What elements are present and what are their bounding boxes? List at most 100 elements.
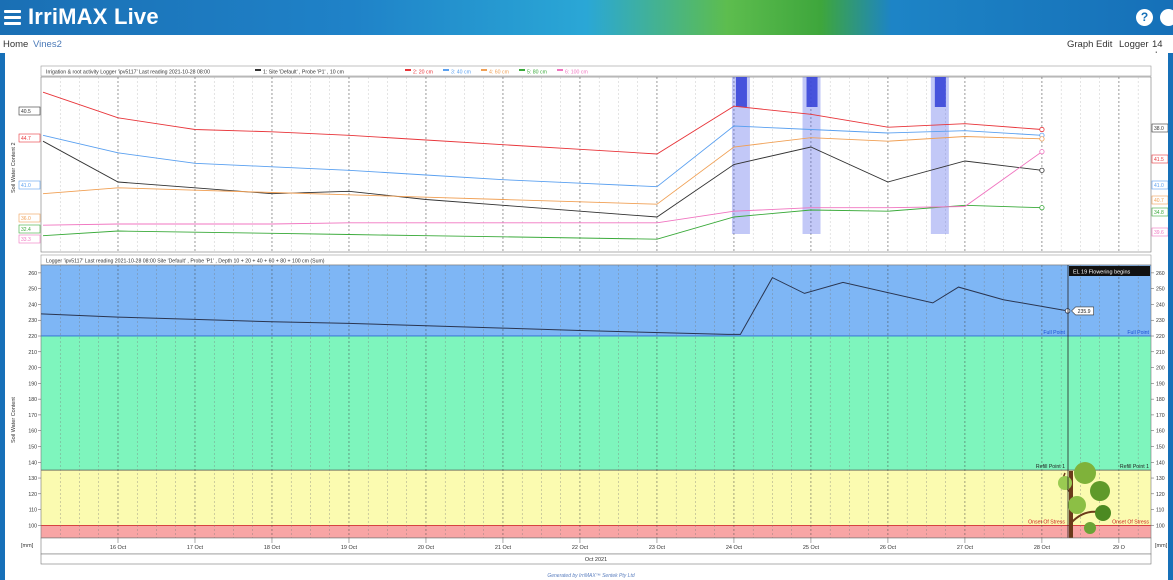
ytick-left-250: 250	[28, 287, 37, 293]
band-1	[41, 265, 1151, 337]
ytick-right-140: 140	[1156, 460, 1165, 466]
top-chart-legend: 1: Site 'Default' , Probe 'P1' , 10 cm 2:…	[255, 69, 588, 76]
xtick-3: 18 Oct	[264, 545, 281, 551]
series-line-1	[42, 140, 1042, 218]
legend-label-5: 5: 80 cm	[527, 70, 547, 76]
ytick-right-180: 180	[1156, 397, 1165, 403]
right-value-tag-2	[1151, 154, 1168, 164]
right-value-tag-text-5: 34.8	[1154, 210, 1164, 216]
legend-label-2: 2: 20 cm	[413, 70, 433, 76]
ytick-left-160: 160	[28, 429, 37, 435]
ytick-left-200: 200	[28, 366, 37, 372]
help-icon[interactable]: ?	[1136, 9, 1153, 26]
series-line-6	[42, 151, 1043, 226]
breadcrumb-home[interactable]: Home	[3, 39, 29, 50]
unit-left: [mm]	[21, 543, 34, 549]
ytick-left-130: 130	[28, 476, 37, 482]
ytick-right-150: 150	[1156, 444, 1165, 450]
sum-series-end-marker	[1064, 308, 1071, 314]
right-value-tag-text-6: 39.6	[1154, 230, 1164, 236]
ytick-left-240: 240	[28, 302, 37, 308]
series-line-5	[42, 204, 1042, 240]
xtick-4: 19 Oct	[341, 545, 358, 551]
legend-swatch-3	[443, 69, 449, 71]
ytick-right-260: 260	[1156, 271, 1165, 277]
xtick-12: 27 Oct	[957, 545, 974, 551]
ytick-right-130: 130	[1156, 476, 1165, 482]
ytick-right-160: 160	[1156, 429, 1165, 435]
right-value-tag-1	[1151, 123, 1168, 133]
legend-label-1: 1: Site 'Default' , Probe 'P1' , 10 cm	[263, 70, 344, 76]
ytick-right-220: 220	[1156, 334, 1165, 340]
left-value-tag-2	[18, 133, 41, 143]
xtick-8: 23 Oct	[649, 545, 666, 551]
right-value-tag-text-2: 41.5	[1154, 157, 1164, 163]
ytick-left-140: 140	[28, 460, 37, 466]
ytick-right-200: 200	[1156, 366, 1165, 372]
app-header: IrriMAX Live ?	[0, 0, 1173, 35]
band-2	[41, 336, 1151, 471]
menu-logger[interactable]: Logger	[1119, 39, 1149, 50]
xtick-14: 29 O	[1113, 545, 1126, 551]
ytick-left-180: 180	[28, 397, 37, 403]
ytick-left-120: 120	[28, 492, 37, 498]
legend-swatch-4	[481, 69, 487, 71]
ytick-right-240: 240	[1156, 302, 1165, 308]
current-value-text: 235.9	[1078, 309, 1091, 315]
right-value-tag-text-4: 40.7	[1154, 198, 1164, 204]
band-4	[41, 525, 1151, 538]
series-line-3	[42, 125, 1042, 188]
xtick-9: 24 Oct	[726, 545, 743, 551]
left-value-tag-text-4: 36.0	[21, 216, 31, 222]
menu-edit[interactable]: Edit	[1096, 39, 1113, 50]
right-value-tag-6	[1151, 227, 1168, 237]
refill-point-label-right: Refill Point 1	[1120, 464, 1149, 470]
left-frame	[0, 53, 5, 580]
legend-label-6: 6: 100 cm	[565, 70, 588, 76]
ytick-right-210: 210	[1156, 350, 1165, 356]
left-value-tag-text-5: 32.4	[21, 227, 31, 233]
refill-point-label-left: Refill Point 1	[1036, 464, 1065, 470]
ytick-right-230: 230	[1156, 318, 1165, 324]
xtick-7: 22 Oct	[572, 545, 589, 551]
top-chart-header: Irrigation & root activity Logger 'ipv51…	[46, 70, 210, 76]
ytick-right-100: 100	[1156, 523, 1165, 529]
x-axis-month: Oct 2021	[585, 557, 607, 563]
menu-icon[interactable]	[4, 7, 21, 27]
current-value-tag	[1071, 306, 1094, 316]
top-chart-yaxis-label: Soil Water Content 2	[11, 142, 17, 193]
xtick-11: 26 Oct	[880, 545, 897, 551]
chart-area: Irrigation & root activity Logger 'ipv51…	[5, 53, 1168, 580]
ytick-left-100: 100	[28, 523, 37, 529]
ytick-right-250: 250	[1156, 287, 1165, 293]
series-end-marker-6	[1039, 149, 1045, 155]
left-value-tag-3	[18, 180, 41, 190]
left-value-tag-text-3: 41.0	[21, 183, 31, 189]
xtick-6: 21 Oct	[495, 545, 512, 551]
full-point-label-left: Full Point	[1043, 330, 1065, 336]
full-point-label-right: Full Point	[1127, 330, 1149, 336]
right-frame	[1168, 53, 1173, 580]
unit-right: [mm]	[1155, 543, 1168, 549]
xtick-2: 17 Oct	[187, 545, 204, 551]
legend-swatch-2	[405, 69, 411, 71]
onset-stress-label-right: Onset Of Stress	[1112, 519, 1149, 525]
ytick-right-170: 170	[1156, 413, 1165, 419]
right-value-tag-text-3: 41.0	[1154, 183, 1164, 189]
breadcrumb-current[interactable]: Vines2	[33, 39, 62, 50]
right-value-tag-text-1: 38.0	[1154, 126, 1164, 132]
xtick-10: 25 Oct	[803, 545, 820, 551]
app-title: IrriMAX Live	[28, 4, 159, 29]
series-end-marker-2	[1039, 126, 1045, 133]
xtick-1: 16 Oct	[110, 545, 127, 551]
series-end-marker-1	[1039, 167, 1045, 173]
menu-graph[interactable]: Graph	[1067, 39, 1094, 50]
legend-label-4: 4: 60 cm	[489, 70, 509, 76]
ytick-left-150: 150	[28, 444, 37, 450]
left-value-tag-text-1: 40.5	[21, 109, 31, 115]
left-value-tag-6	[18, 234, 41, 244]
left-value-tag-text-2: 44.7	[21, 136, 31, 142]
ytick-left-170: 170	[28, 413, 37, 419]
ytick-right-120: 120	[1156, 492, 1165, 498]
user-icon[interactable]	[1160, 9, 1173, 26]
